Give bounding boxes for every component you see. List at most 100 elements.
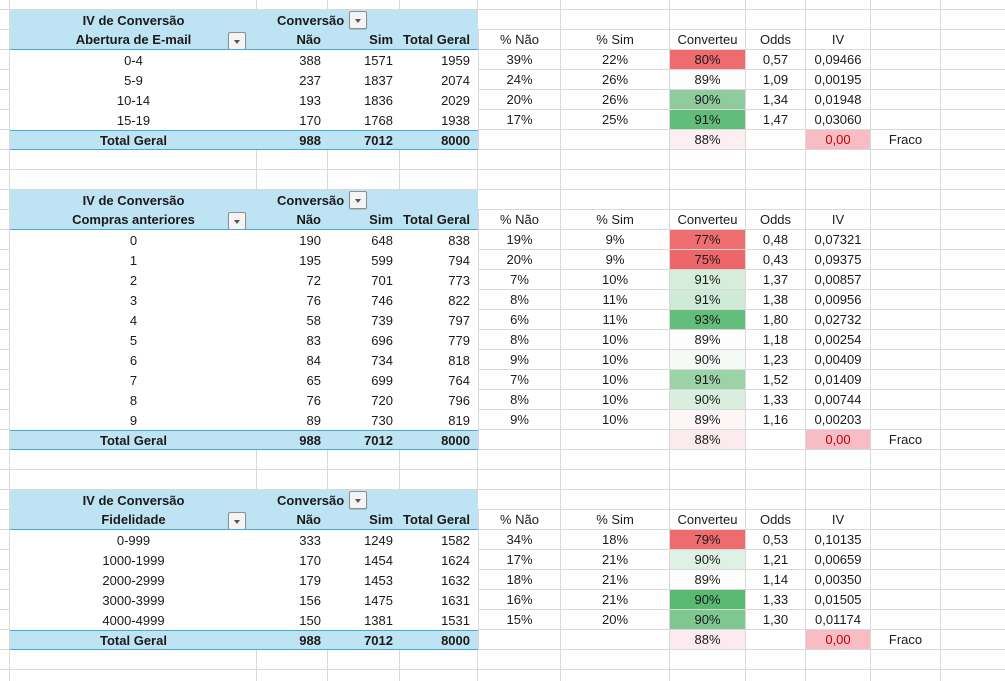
header-stat-pct-sim[interactable]: % Sim (561, 210, 670, 230)
cell-sim[interactable]: 720 (328, 390, 400, 410)
header-strength[interactable] (871, 210, 941, 230)
cell-nao[interactable]: 333 (257, 530, 328, 550)
cell-total[interactable]: 1938 (400, 110, 478, 130)
cell-odds[interactable]: 1,34 (746, 90, 806, 110)
cell-nao[interactable]: 84 (257, 350, 328, 370)
cell-row-label[interactable]: 0-999 (10, 530, 257, 550)
cell-row-label[interactable]: 7 (10, 370, 257, 390)
cell-iv[interactable]: 0,00350 (806, 570, 871, 590)
cell-row-label[interactable]: 2 (10, 270, 257, 290)
header-stat-odds[interactable]: Odds (746, 30, 806, 50)
cell-sim[interactable]: 1381 (328, 610, 400, 630)
total-row-label[interactable]: Total Geral (10, 630, 257, 650)
cell-pct-nao[interactable]: 20% (478, 250, 561, 270)
cell-pct-sim[interactable]: 26% (561, 90, 670, 110)
total-strength-label[interactable]: Fraco (871, 130, 941, 150)
cell-converteu[interactable]: 89% (670, 330, 746, 350)
cell-odds[interactable]: 1,52 (746, 370, 806, 390)
cell-odds[interactable]: 1,80 (746, 310, 806, 330)
cell-strength[interactable] (871, 250, 941, 270)
cell-total[interactable]: 797 (400, 310, 478, 330)
total-pct-sim[interactable] (561, 630, 670, 650)
cell-total[interactable]: 1531 (400, 610, 478, 630)
cell-sim[interactable]: 599 (328, 250, 400, 270)
cell-sim[interactable]: 1768 (328, 110, 400, 130)
cell-nao[interactable]: 83 (257, 330, 328, 350)
cell-converteu[interactable]: 90% (670, 90, 746, 110)
cell-iv[interactable]: 0,01505 (806, 590, 871, 610)
cell-converteu[interactable]: 79% (670, 530, 746, 550)
cell-odds[interactable]: 1,16 (746, 410, 806, 430)
header-sim[interactable]: Sim (328, 210, 400, 230)
cell-nao[interactable]: 76 (257, 390, 328, 410)
header-stat-iv[interactable]: IV (806, 30, 871, 50)
cell-strength[interactable] (871, 270, 941, 290)
cell-nao[interactable]: 58 (257, 310, 328, 330)
cell-strength[interactable] (871, 370, 941, 390)
cell-iv[interactable]: 0,00956 (806, 290, 871, 310)
cell-strength[interactable] (871, 50, 941, 70)
cell-row-label[interactable]: 1 (10, 250, 257, 270)
total-nao[interactable]: 988 (257, 630, 328, 650)
cell-pct-sim[interactable]: 18% (561, 530, 670, 550)
total-pct-sim[interactable] (561, 430, 670, 450)
cell-sim[interactable]: 1249 (328, 530, 400, 550)
cell-iv[interactable]: 0,02732 (806, 310, 871, 330)
cell-odds[interactable]: 1,14 (746, 570, 806, 590)
cell-odds[interactable]: 1,09 (746, 70, 806, 90)
total-row-label[interactable]: Total Geral (10, 430, 257, 450)
cell-sim[interactable]: 1475 (328, 590, 400, 610)
cell-total[interactable]: 794 (400, 250, 478, 270)
cell-odds[interactable]: 1,33 (746, 390, 806, 410)
total-odds[interactable] (746, 630, 806, 650)
cell-odds[interactable]: 1,33 (746, 590, 806, 610)
total-pct-sim[interactable] (561, 130, 670, 150)
cell-row-label[interactable]: 0 (10, 230, 257, 250)
cell-strength[interactable] (871, 590, 941, 610)
total-odds[interactable] (746, 130, 806, 150)
total-nao[interactable]: 988 (257, 430, 328, 450)
cell-strength[interactable] (871, 610, 941, 630)
cell-odds[interactable]: 0,53 (746, 530, 806, 550)
header-total-geral[interactable]: Total Geral (400, 30, 478, 50)
cell-strength[interactable] (871, 70, 941, 90)
pivot-title[interactable]: IV de Conversão (10, 10, 257, 30)
cell-total[interactable]: 773 (400, 270, 478, 290)
cell-row-label[interactable]: 4 (10, 310, 257, 330)
cell-sim[interactable]: 1571 (328, 50, 400, 70)
cell-strength[interactable] (871, 90, 941, 110)
cell-nao[interactable]: 179 (257, 570, 328, 590)
cell-total[interactable]: 822 (400, 290, 478, 310)
cell-sim[interactable]: 734 (328, 350, 400, 370)
cell-sim[interactable]: 730 (328, 410, 400, 430)
total-iv[interactable]: 0,00 (806, 130, 871, 150)
cell-converteu[interactable]: 90% (670, 610, 746, 630)
total-iv[interactable]: 0,00 (806, 430, 871, 450)
columns-filter-dropdown-button[interactable] (349, 491, 368, 509)
total-sim[interactable]: 7012 (328, 130, 400, 150)
row-filter-dropdown-button[interactable] (228, 512, 246, 529)
cell-odds[interactable]: 0,57 (746, 50, 806, 70)
cell-odds[interactable]: 1,21 (746, 550, 806, 570)
header-total-geral[interactable]: Total Geral (400, 210, 478, 230)
cell-nao[interactable]: 76 (257, 290, 328, 310)
cell-iv[interactable]: 0,10135 (806, 530, 871, 550)
cell-iv[interactable]: 0,09466 (806, 50, 871, 70)
cell-sim[interactable]: 701 (328, 270, 400, 290)
cell-nao[interactable]: 388 (257, 50, 328, 70)
cell-total[interactable]: 1632 (400, 570, 478, 590)
cell-nao[interactable]: 237 (257, 70, 328, 90)
cell-pct-sim[interactable]: 21% (561, 590, 670, 610)
header-stat-converteu[interactable]: Converteu (670, 30, 746, 50)
cell-iv[interactable]: 0,01948 (806, 90, 871, 110)
cell-iv[interactable]: 0,00409 (806, 350, 871, 370)
cell-iv[interactable]: 0,01174 (806, 610, 871, 630)
header-sim[interactable]: Sim (328, 510, 400, 530)
cell-iv[interactable]: 0,03060 (806, 110, 871, 130)
header-stat-converteu[interactable]: Converteu (670, 210, 746, 230)
cell-pct-sim[interactable]: 10% (561, 330, 670, 350)
cell-nao[interactable]: 72 (257, 270, 328, 290)
header-stat-pct-nao[interactable]: % Não (478, 210, 561, 230)
cell-odds[interactable]: 1,47 (746, 110, 806, 130)
cell-row-label[interactable]: 10-14 (10, 90, 257, 110)
